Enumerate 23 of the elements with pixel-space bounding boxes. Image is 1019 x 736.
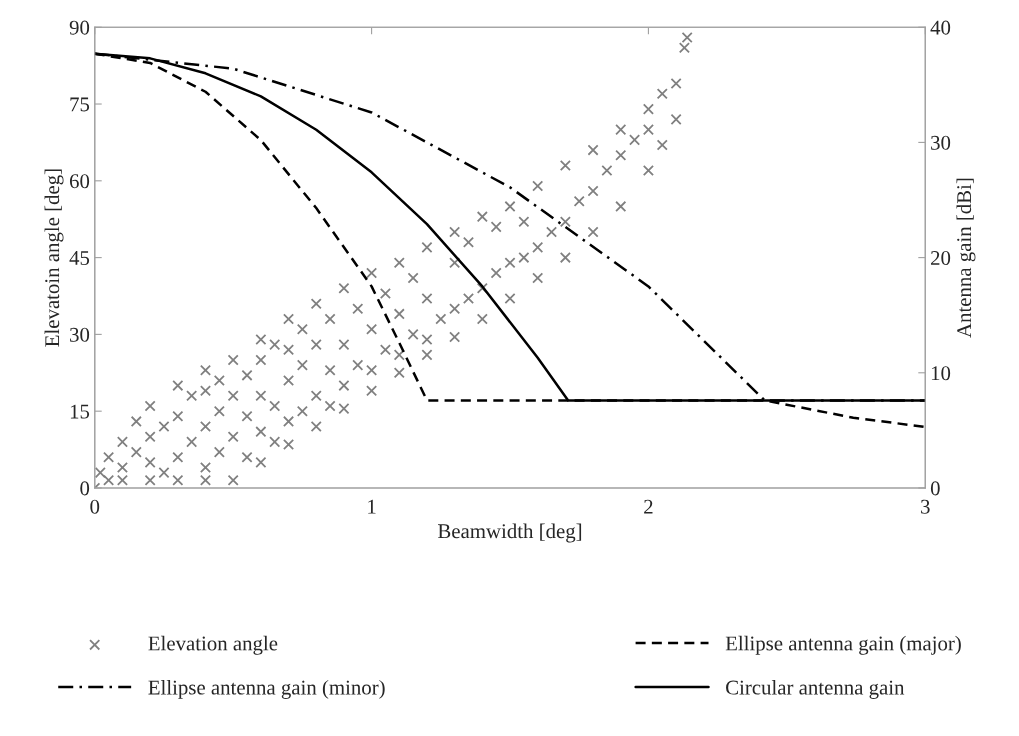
legend-label: Elevation angle: [148, 635, 278, 655]
y2-tick-label: 40: [930, 20, 951, 35]
y-tick-label: 60: [69, 174, 90, 189]
y-tick-label: 75: [70, 97, 90, 112]
y-tick-label: 15: [70, 404, 90, 419]
x-axis-title: Beamwidth [deg]: [438, 523, 582, 543]
legend-label: Ellipse antenna gain (minor): [148, 679, 385, 699]
x-tick-label: 2: [644, 499, 653, 514]
y-tick-label: 0: [80, 481, 90, 496]
y2-axis-title: Antenna gain [dBi]: [956, 178, 976, 338]
x-tick-label: 0: [90, 499, 100, 514]
y2-tick-label: 10: [931, 366, 951, 381]
y2-tick-label: 20: [931, 250, 951, 266]
x-tick-label: 3: [921, 499, 930, 514]
y2-tick-label: 0: [930, 481, 940, 496]
legend-label: Ellipse antenna gain (major): [725, 635, 961, 655]
x-tick-label: 1: [368, 499, 376, 514]
legend-label: Circular antenna gain: [726, 679, 905, 699]
y-tick-label: 30: [70, 327, 90, 342]
y-tick-label: 45: [69, 251, 90, 266]
y-tick-label: 90: [69, 20, 90, 35]
y-axis-title: Elevatoin angle [deg]: [44, 169, 64, 347]
y2-tick-label: 30: [931, 135, 951, 150]
